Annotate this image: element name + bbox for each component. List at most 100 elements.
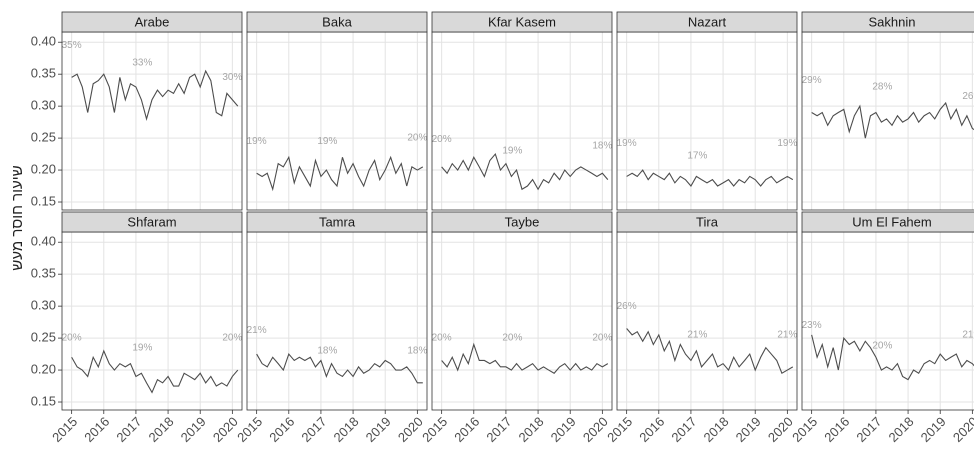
panel-background (802, 232, 974, 410)
strip (431, 211, 613, 233)
strip-title: Um El Fahem (852, 214, 931, 229)
data-line (71, 69, 239, 121)
panel-background (62, 32, 242, 210)
strip-title: Sakhnin (869, 14, 916, 29)
annotation: 23% (802, 320, 822, 331)
x-tick-label: 2020 (950, 414, 974, 445)
annotation: 29% (802, 75, 822, 86)
y-tick-label: 0.30 (31, 98, 56, 113)
panel-background (432, 32, 612, 210)
x-tick-label: 2019 (363, 414, 394, 445)
strip (246, 211, 428, 233)
strip (61, 211, 243, 233)
panel-background (247, 232, 427, 410)
annotation: 19% (777, 138, 797, 149)
strip-title: Baka (322, 14, 352, 29)
annotation: 19% (502, 146, 522, 157)
annotation: 18% (317, 346, 337, 357)
annotation: 21% (247, 325, 267, 336)
annotation: 20% (502, 333, 522, 344)
annotation: 20% (407, 133, 427, 144)
x-tick-label: 2018 (146, 414, 177, 445)
strip (616, 11, 798, 33)
strip (801, 211, 974, 233)
annotation: 19% (617, 138, 637, 149)
annotation: 20% (432, 134, 452, 145)
x-tick-label: 2016 (266, 414, 297, 445)
panel-background (617, 232, 797, 410)
x-tick-label: 2016 (451, 414, 482, 445)
x-tick-label: 2015 (234, 414, 265, 445)
x-tick-label: 2017 (113, 414, 144, 445)
annotation: 19% (317, 136, 337, 147)
annotation: 26% (617, 301, 637, 312)
x-tick-label: 2017 (298, 414, 329, 445)
x-tick-label: 2020 (765, 414, 796, 445)
annotation: 19% (247, 136, 267, 147)
strip (431, 11, 613, 33)
strip (61, 11, 243, 33)
annotation: 35% (62, 40, 82, 51)
strip-title: Tira (696, 214, 719, 229)
y-tick-label: 0.40 (31, 34, 56, 49)
y-tick-label: 0.30 (31, 298, 56, 313)
y-tick-label: 0.35 (31, 66, 56, 81)
x-tick-label: 2020 (210, 414, 241, 445)
x-tick-label: 2017 (483, 414, 514, 445)
strip (616, 211, 798, 233)
data-line (441, 342, 609, 374)
x-tick-label: 2015 (49, 414, 80, 445)
data-line (626, 328, 794, 375)
strip-title: Nazart (688, 14, 727, 29)
annotation: 20% (872, 340, 892, 351)
strip (801, 11, 974, 33)
x-tick-label: 2019 (178, 414, 209, 445)
data-line (71, 349, 239, 394)
strip-title: Kfar Kasem (488, 14, 556, 29)
annotation: 28% (872, 82, 892, 93)
annotation: 17% (687, 151, 707, 162)
y-tick-label: 0.25 (31, 130, 56, 145)
x-tick-label: 2019 (733, 414, 764, 445)
annotation: 18% (407, 346, 427, 357)
data-line (811, 334, 974, 381)
x-tick-label: 2019 (548, 414, 579, 445)
x-tick-label: 2018 (886, 414, 917, 445)
annotation: 20% (432, 333, 452, 344)
x-tick-label: 2020 (395, 414, 426, 445)
annotation: 21% (962, 330, 974, 341)
strip-title: Arabe (135, 14, 170, 29)
x-tick-label: 2016 (821, 414, 852, 445)
y-tick-label: 0.20 (31, 361, 56, 376)
y-tick-label: 0.20 (31, 161, 56, 176)
x-tick-label: 2015 (789, 414, 820, 445)
annotation: 19% (132, 342, 152, 353)
x-tick-label: 2018 (516, 414, 547, 445)
y-tick-label: 0.15 (31, 193, 56, 208)
data-line (626, 169, 794, 187)
y-tick-label: 0.15 (31, 393, 56, 408)
y-axis-label: שיעור חוסר מעש (9, 165, 26, 270)
data-line (811, 101, 974, 139)
annotation: 33% (132, 57, 152, 68)
x-tick-label: 2017 (853, 414, 884, 445)
x-tick-label: 2016 (81, 414, 112, 445)
y-tick-label: 0.25 (31, 330, 56, 345)
strip-title: Tamra (319, 214, 356, 229)
panel-background (62, 232, 242, 410)
annotation: 30% (222, 72, 242, 83)
y-tick-label: 0.40 (31, 234, 56, 249)
x-tick-label: 2018 (331, 414, 362, 445)
data-line (441, 152, 609, 191)
panel-background (617, 32, 797, 210)
annotation: 26% (962, 91, 974, 102)
x-tick-label: 2018 (701, 414, 732, 445)
annotation: 21% (777, 330, 797, 341)
y-tick-label: 0.35 (31, 266, 56, 281)
strip-title: Shfaram (127, 214, 176, 229)
x-tick-label: 2019 (918, 414, 949, 445)
annotation: 20% (62, 333, 82, 344)
x-tick-label: 2015 (419, 414, 450, 445)
x-tick-label: 2020 (580, 414, 611, 445)
